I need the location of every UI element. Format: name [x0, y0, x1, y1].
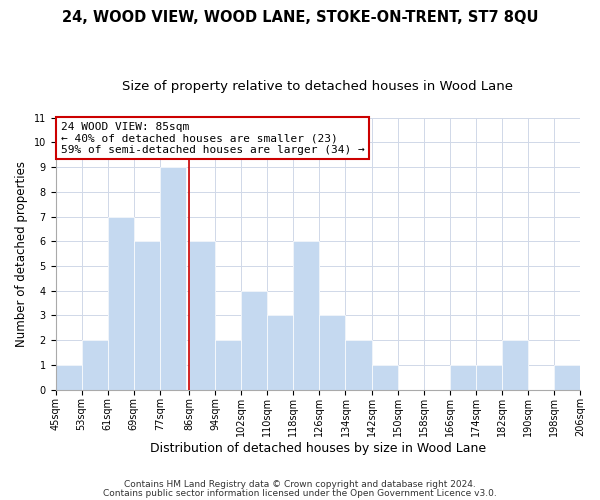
Bar [82, 340, 107, 390]
Text: Contains public sector information licensed under the Open Government Licence v3: Contains public sector information licen… [103, 489, 497, 498]
Bar [371, 365, 398, 390]
Bar [346, 340, 371, 390]
Bar [267, 316, 293, 390]
Text: 24, WOOD VIEW, WOOD LANE, STOKE-ON-TRENT, ST7 8QU: 24, WOOD VIEW, WOOD LANE, STOKE-ON-TRENT… [62, 10, 538, 25]
Bar [502, 340, 528, 390]
Bar [160, 167, 186, 390]
X-axis label: Distribution of detached houses by size in Wood Lane: Distribution of detached houses by size … [150, 442, 486, 455]
Bar [215, 340, 241, 390]
Y-axis label: Number of detached properties: Number of detached properties [15, 160, 28, 346]
Bar [319, 316, 346, 390]
Bar [56, 365, 82, 390]
Bar [449, 365, 476, 390]
Bar [293, 242, 319, 390]
Bar [189, 242, 215, 390]
Bar [476, 365, 502, 390]
Title: Size of property relative to detached houses in Wood Lane: Size of property relative to detached ho… [122, 80, 513, 93]
Text: 24 WOOD VIEW: 85sqm
← 40% of detached houses are smaller (23)
59% of semi-detach: 24 WOOD VIEW: 85sqm ← 40% of detached ho… [61, 122, 365, 155]
Bar [241, 290, 267, 390]
Bar [554, 365, 580, 390]
Bar [134, 242, 160, 390]
Text: Contains HM Land Registry data © Crown copyright and database right 2024.: Contains HM Land Registry data © Crown c… [124, 480, 476, 489]
Bar [107, 216, 134, 390]
